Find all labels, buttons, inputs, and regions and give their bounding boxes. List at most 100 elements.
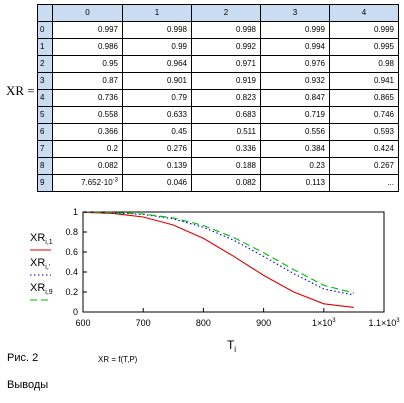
- series-line-3: [82, 211, 355, 294]
- matrix-cell: 0.964: [122, 55, 192, 73]
- matrix-row: 1 0.986 0.99 0.992 0.994 0.995: [37, 38, 399, 56]
- figure-caption: Рис. 2: [7, 352, 39, 364]
- matrix-label: XR =: [6, 83, 35, 98]
- matrix-row: 9 7.652·10-3 0.046 0.082 0.113...: [37, 174, 399, 192]
- matrix-cell: 0.082: [52, 157, 123, 175]
- matrix-cell: 0.267: [329, 157, 399, 175]
- matrix-cell: 0.45: [122, 123, 192, 141]
- matrix-cell: 0.847: [260, 89, 330, 107]
- matrix-cell: 0.556: [260, 123, 330, 141]
- plot-area-border: [82, 211, 385, 313]
- matrix-row: 3 0.87 0.901 0.919 0.932 0.941: [37, 72, 399, 90]
- matrix-cell: 0.366: [52, 123, 123, 141]
- matrix-cell: 0.746: [329, 106, 399, 124]
- matrix-row-header: 4: [37, 89, 53, 107]
- conclusions-heading: Выводы: [7, 379, 49, 391]
- matrix-row: 0 0.997 0.998 0.998 0.999 0.999: [37, 21, 399, 39]
- y-tick-label: 0.8: [65, 227, 78, 237]
- matrix-cell: 0.082: [191, 174, 261, 192]
- matrix-column-header: 4: [329, 4, 399, 22]
- matrix-row-header: 2: [37, 55, 53, 73]
- matrix-cell: 0.79: [122, 89, 192, 107]
- matrix-cell: 7.652·10-3: [52, 174, 123, 192]
- y-tick-label: 0.6: [65, 247, 78, 257]
- matrix-cell: 0.823: [191, 89, 261, 107]
- y-tick-label: 0: [73, 307, 78, 317]
- legend-label: XRi,': [30, 257, 50, 271]
- matrix-cell: 0.2: [52, 140, 123, 158]
- chart-legend: XRi,1 XRi,' XRi,9: [30, 232, 53, 301]
- matrix-cell: 0.999: [260, 21, 330, 39]
- matrix-cell: 0.99: [122, 38, 192, 56]
- matrix-column-header: 2: [191, 4, 261, 22]
- matrix-row-header: 6: [37, 123, 53, 141]
- matrix-cell: 0.593: [329, 123, 399, 141]
- matrix-row-header: 1: [37, 38, 53, 56]
- y-tick-label: 0.2: [65, 287, 78, 297]
- matrix-row-header: 8: [37, 157, 53, 175]
- figure-formula: XR = f(T,P): [98, 355, 138, 364]
- matrix-row-header: 5: [37, 106, 53, 124]
- matrix-cell: 0.188: [191, 157, 261, 175]
- matrix-row: 8 0.082 0.139 0.188 0.23 0.267: [37, 157, 399, 175]
- matrix-cell: 0.736: [52, 89, 123, 107]
- x-tick-label: 700: [136, 318, 151, 328]
- x-tick-label: 800: [196, 318, 211, 328]
- matrix-cell: 0.113: [260, 174, 330, 192]
- matrix-cell: 0.865: [329, 89, 399, 107]
- matrix-cell: 0.901: [122, 72, 192, 90]
- matrix-cell: 0.336: [191, 140, 261, 158]
- matrix-cell: 0.719: [260, 106, 330, 124]
- x-tick-label: 1.1×103: [368, 318, 400, 328]
- matrix-cell: 0.633: [122, 106, 192, 124]
- matrix-row: 4 0.736 0.79 0.823 0.847 0.865: [37, 89, 399, 107]
- x-tick-label: 1×103: [312, 318, 336, 328]
- matrix-cell: 0.976: [260, 55, 330, 73]
- matrix-row: 2 0.95 0.964 0.971 0.976 0.98: [37, 55, 399, 73]
- matrix-cell: 0.994: [260, 38, 330, 56]
- matrix-cell: 0.995: [329, 38, 399, 56]
- matrix-cell: 0.997: [52, 21, 123, 39]
- xr-temperature-chart: XRi,1 XRi,' XRi,9 600 700 800 900 1×103 1.1×103…: [30, 207, 400, 354]
- series-line-2: [82, 211, 355, 296]
- matrix-cell: 0.971: [191, 55, 261, 73]
- matrix-row: 6 0.366 0.45 0.511 0.556 0.593: [37, 123, 399, 141]
- matrix-column-header: 1: [122, 4, 192, 22]
- matrix-cell: 0.384: [260, 140, 330, 158]
- matrix-cell: 0.992: [191, 38, 261, 56]
- matrix-cell: 0.23: [260, 157, 330, 175]
- chart-frame: [82, 211, 385, 313]
- matrix-column-header: 3: [260, 4, 330, 22]
- chart-series-group: [82, 211, 355, 308]
- matrix-corner-cell: [37, 4, 53, 22]
- matrix-cell: 0.986: [52, 38, 123, 56]
- matrix-cell: 0.276: [122, 140, 192, 158]
- xr-matrix-table: 0 1 2 3 4 0 0.997 0.998 0.998 0.999 0.999 1 0.986 0.9…: [37, 4, 399, 192]
- matrix-cell: 0.046: [122, 174, 192, 192]
- matrix-row-header: 7: [37, 140, 53, 158]
- matrix-row-header: 9: [37, 174, 53, 192]
- matrix-cell: ...: [329, 174, 399, 192]
- y-tick-label: 1: [73, 207, 78, 217]
- matrix-cell: 0.139: [122, 157, 192, 175]
- matrix-column-header: 0: [52, 4, 123, 22]
- matrix-row: 5 0.558 0.633 0.683 0.719 0.746: [37, 106, 399, 124]
- matrix-row-header: 3: [37, 72, 53, 90]
- matrix-row: 7 0.2 0.276 0.336 0.384 0.424: [37, 140, 399, 158]
- x-axis-label: Ti: [227, 338, 236, 354]
- x-tick-label: 900: [256, 318, 271, 328]
- matrix-cell: 0.95: [52, 55, 123, 73]
- matrix-cell: 0.998: [191, 21, 261, 39]
- matrix-cell: 0.999: [329, 21, 399, 39]
- legend-label: XRi,9: [30, 282, 53, 296]
- matrix-cell: 0.558: [52, 106, 123, 124]
- matrix-row-header: 0: [37, 21, 53, 39]
- y-tick-label: 0.4: [65, 267, 78, 277]
- matrix-cell: 0.424: [329, 140, 399, 158]
- x-tick-label: 600: [75, 318, 90, 328]
- matrix-cell: 0.941: [329, 72, 399, 90]
- legend-label: XRi,1: [30, 232, 53, 246]
- series-line-1: [82, 211, 354, 308]
- chart-tick-labels: 600 700 800 900 1×103 1.1×103 0 0.2 0.4 0.6 0.8 1 Ti: [65, 207, 400, 354]
- matrix-cell: 0.998: [122, 21, 192, 39]
